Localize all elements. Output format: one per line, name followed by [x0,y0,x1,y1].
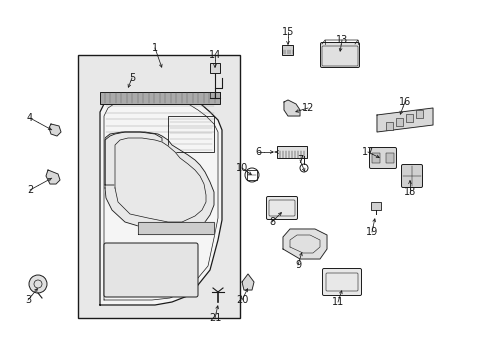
Polygon shape [115,138,205,222]
Bar [370,202,380,210]
Text: 18: 18 [403,187,415,197]
Text: 12: 12 [301,103,314,113]
Bar [246,170,257,180]
Text: 5: 5 [129,73,135,83]
Text: 2: 2 [27,185,33,195]
Text: 10: 10 [235,163,247,173]
FancyBboxPatch shape [369,148,396,168]
Text: 17: 17 [361,147,373,157]
Text: 7: 7 [296,155,303,165]
Polygon shape [49,124,61,136]
Bar [78,55,240,318]
Text: 1: 1 [152,43,158,53]
Bar [282,45,293,55]
Polygon shape [105,132,162,185]
Text: 15: 15 [281,27,294,37]
Text: 13: 13 [335,35,347,45]
Polygon shape [376,108,432,132]
Text: 14: 14 [208,50,221,60]
Text: 6: 6 [254,147,261,157]
Polygon shape [242,274,253,290]
Bar [416,109,423,118]
Bar [396,118,403,126]
Bar [168,116,214,152]
Polygon shape [100,94,222,305]
Text: 4: 4 [27,113,33,123]
Text: 19: 19 [365,227,377,237]
Text: 11: 11 [331,297,344,307]
FancyBboxPatch shape [401,165,422,188]
Text: 9: 9 [294,260,301,270]
Polygon shape [105,132,214,232]
Bar [371,153,379,163]
Bar [209,63,220,73]
Text: 3: 3 [25,295,31,305]
Text: 16: 16 [398,97,410,107]
Bar [386,122,393,130]
Bar [406,114,413,122]
Text: 20: 20 [235,295,248,305]
Polygon shape [283,229,326,259]
Circle shape [29,275,47,293]
FancyBboxPatch shape [320,42,359,68]
Bar [276,146,306,158]
Bar [100,92,220,104]
FancyBboxPatch shape [322,269,361,296]
FancyBboxPatch shape [104,243,198,297]
Polygon shape [46,170,60,184]
Text: 8: 8 [268,217,274,227]
Text: 21: 21 [208,313,221,323]
FancyBboxPatch shape [266,197,297,220]
Bar [385,153,393,163]
Polygon shape [138,222,214,234]
Polygon shape [284,100,299,116]
